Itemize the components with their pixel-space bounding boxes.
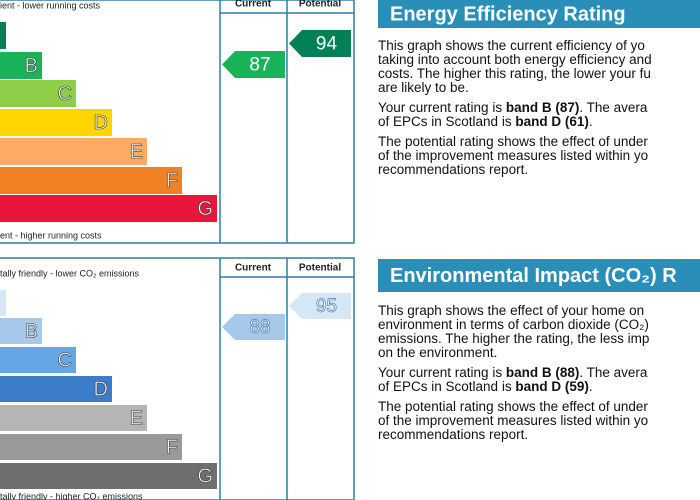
rating-value: 95 bbox=[316, 296, 337, 317]
text-run: recommendations report. bbox=[378, 162, 528, 177]
text-run: on the environment. bbox=[378, 345, 497, 360]
scale-note: ient - lower running costs bbox=[0, 0, 101, 10]
rating-band bbox=[0, 405, 147, 431]
scale-note: tally friendly - lower CO₂ emissions bbox=[0, 268, 140, 278]
column-header: Current bbox=[235, 0, 272, 10]
paragraph-line: of EPCs in Scotland is band D (61). bbox=[378, 114, 593, 129]
band-letter: D bbox=[94, 112, 108, 134]
text-run: band D (61) bbox=[515, 114, 589, 129]
rating-band bbox=[0, 347, 76, 373]
band-letter: G bbox=[197, 198, 213, 220]
rating-band bbox=[0, 138, 147, 165]
text-run: recommendations report. bbox=[378, 427, 528, 442]
paragraph-line: emissions. The higher the rating, the le… bbox=[378, 331, 649, 346]
text-run: The potential rating shows the effect of… bbox=[378, 134, 648, 149]
rating-band bbox=[0, 22, 6, 49]
text-run: Your current rating is bbox=[378, 365, 506, 380]
paragraph-line: are likely to be. bbox=[378, 80, 469, 95]
band-letter: F bbox=[166, 170, 178, 192]
band-letter: G bbox=[197, 465, 213, 487]
band-letter: B bbox=[25, 55, 38, 77]
paragraph-line: taking into account both energy efficien… bbox=[378, 52, 652, 67]
section-title: Energy Efficiency Rating bbox=[390, 3, 626, 25]
text-run: This graph shows the effect of your home… bbox=[378, 303, 644, 318]
text-run: of EPCs in Scotland is bbox=[378, 114, 515, 129]
rating-band bbox=[0, 463, 217, 489]
text-run: The potential rating shows the effect of… bbox=[378, 399, 648, 414]
band-letter: C bbox=[58, 349, 72, 371]
text-run: . bbox=[589, 379, 593, 394]
text-run: are likely to be. bbox=[378, 80, 469, 95]
rating-band bbox=[0, 80, 76, 107]
scale-note: tally friendly - higher CO₂ emissions bbox=[0, 491, 143, 500]
rating-band bbox=[0, 167, 182, 194]
text-run: band B (88) bbox=[506, 365, 580, 380]
text-run: This graph shows the current efficiency … bbox=[378, 38, 645, 53]
paragraph-line: Your current rating is band B (88). The … bbox=[378, 365, 648, 380]
paragraph-line: of EPCs in Scotland is band D (59). bbox=[378, 379, 593, 394]
text-run: Your current rating is bbox=[378, 100, 506, 115]
rating-panel: Current Potential ient - lower running cos… bbox=[0, 0, 700, 244]
text-run: . The avera bbox=[579, 365, 648, 380]
rating-arrow bbox=[222, 51, 285, 78]
paragraph-line: environment in terms of carbon dioxide (… bbox=[378, 317, 649, 332]
band-letter: E bbox=[130, 407, 143, 429]
rating-value: 87 bbox=[249, 55, 270, 76]
rating-band bbox=[0, 290, 6, 316]
text-run: environment in terms of carbon dioxide (… bbox=[378, 317, 649, 332]
rating-value: 88 bbox=[249, 317, 270, 338]
rating-band bbox=[0, 318, 42, 344]
paragraph-line: The potential rating shows the effect of… bbox=[378, 134, 648, 149]
rating-arrow bbox=[289, 293, 351, 319]
text-run: band B (87) bbox=[506, 100, 580, 115]
text-run: emissions. The higher the rating, the le… bbox=[378, 331, 649, 346]
section-title-bar bbox=[378, 0, 700, 28]
rating-band bbox=[0, 195, 217, 222]
scale-note: ent - higher running costs bbox=[0, 230, 102, 240]
text-run: . bbox=[589, 114, 593, 129]
section-title: Environmental Impact (CO₂) R bbox=[390, 265, 677, 287]
paragraph-line: Your current rating is band B (87). The … bbox=[378, 100, 648, 115]
paragraph-line: of the improvement measures listed withi… bbox=[378, 413, 648, 428]
band-letter: D bbox=[94, 378, 108, 400]
paragraph-line: recommendations report. bbox=[378, 427, 528, 442]
text-run: of the improvement measures listed withi… bbox=[378, 148, 648, 163]
rating-value: 94 bbox=[316, 34, 338, 55]
section-title-bar bbox=[378, 259, 700, 292]
column-header: Potential bbox=[299, 0, 341, 10]
panel-frame bbox=[0, 257, 355, 500]
band-letter: E bbox=[130, 141, 143, 163]
band-letter: C bbox=[58, 83, 72, 105]
text-run: . The avera bbox=[579, 100, 648, 115]
paragraph-line: This graph shows the current efficiency … bbox=[378, 38, 645, 53]
rating-arrow bbox=[289, 30, 351, 57]
paragraph-line: recommendations report. bbox=[378, 162, 528, 177]
column-header: Potential bbox=[299, 263, 341, 274]
paragraph-line: This graph shows the effect of your home… bbox=[378, 303, 644, 318]
text-run: of the improvement measures listed withi… bbox=[378, 413, 648, 428]
rating-band bbox=[0, 52, 42, 79]
column-header: Current bbox=[235, 263, 272, 274]
band-letter: F bbox=[166, 436, 178, 458]
rating-panel: Current Potential tally friendly - lower C… bbox=[0, 257, 700, 500]
rating-band bbox=[0, 434, 182, 460]
text-run: of EPCs in Scotland is bbox=[378, 379, 515, 394]
panel-frame bbox=[0, 0, 355, 244]
text-run: taking into account both energy efficien… bbox=[378, 52, 652, 67]
paragraph-line: of the improvement measures listed withi… bbox=[378, 148, 648, 163]
text-run: costs. The higher this rating, the lower… bbox=[378, 66, 651, 81]
band-letter: B bbox=[25, 320, 38, 342]
paragraph-line: on the environment. bbox=[378, 345, 497, 360]
paragraph-line: The potential rating shows the effect of… bbox=[378, 399, 648, 414]
rating-band bbox=[0, 109, 112, 136]
text-run: band D (59) bbox=[515, 379, 589, 394]
paragraph-line: costs. The higher this rating, the lower… bbox=[378, 66, 651, 81]
rating-band bbox=[0, 376, 112, 402]
rating-arrow bbox=[222, 314, 285, 340]
